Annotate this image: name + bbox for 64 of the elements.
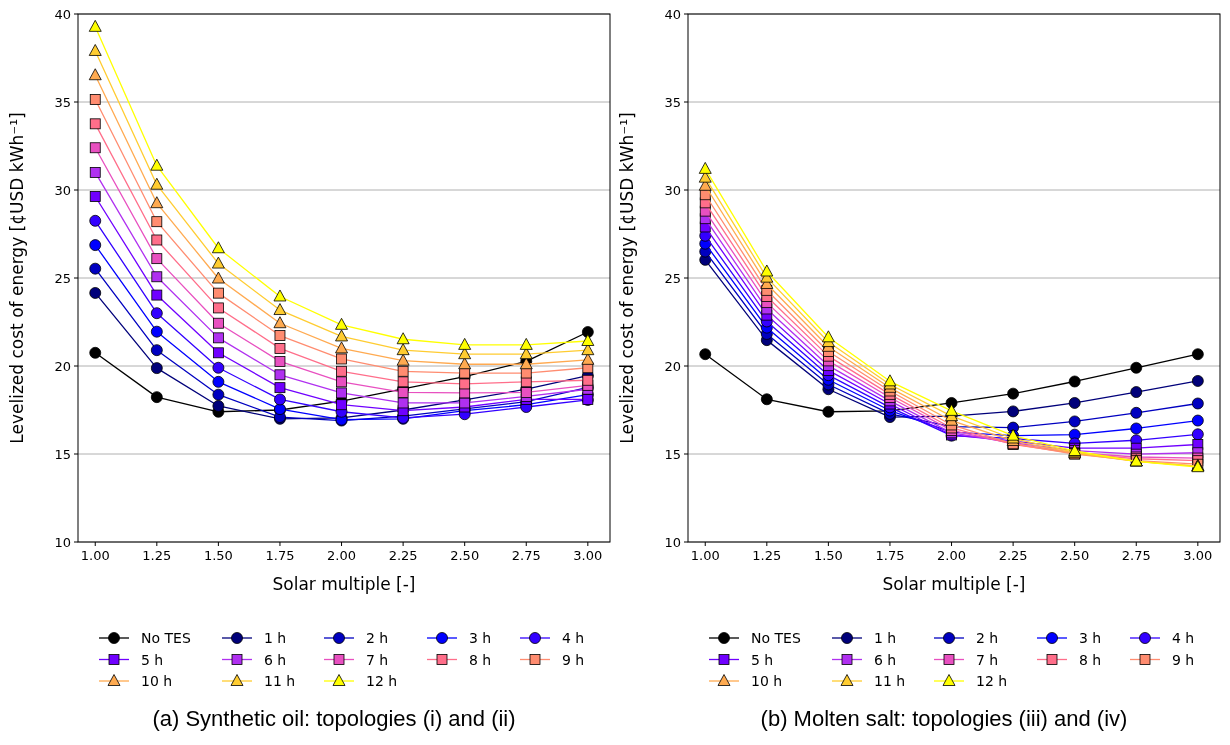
x-tick-label: 1.75 — [875, 548, 905, 563]
legend-label: 12 h — [976, 673, 1008, 689]
legend-label: 4 h — [1172, 630, 1195, 646]
y-tick-label: 40 — [664, 6, 681, 22]
y-axis-title: Levelized cost of energy [¢USD kWh⁻¹] — [617, 112, 637, 444]
y-tick-label: 15 — [54, 446, 71, 462]
y-tick-label: 25 — [664, 270, 681, 286]
legend-label: 3 h — [469, 630, 492, 646]
x-tick-label: 2.00 — [937, 548, 967, 563]
y-tick-label: 15 — [664, 446, 681, 462]
legend-label: 10 h — [751, 673, 783, 689]
legend-label: 3 h — [1079, 630, 1102, 646]
legend-label: 4 h — [562, 630, 585, 646]
x-tick-label: 3.00 — [573, 548, 603, 563]
legend-label: 2 h — [976, 630, 999, 646]
legend-label: 5 h — [141, 651, 164, 668]
x-tick-label: 2.50 — [450, 548, 480, 563]
legend-label: 11 h — [874, 673, 906, 689]
x-tick-label: 1.50 — [813, 548, 843, 563]
legend-label: 8 h — [469, 651, 492, 668]
legend-label: No TES — [751, 630, 801, 646]
x-tick-label: 2.25 — [998, 548, 1028, 563]
y-tick-label: 35 — [54, 94, 71, 110]
y-tick-label: 20 — [54, 358, 71, 374]
legend-label: 9 h — [562, 651, 585, 668]
x-tick-label: 2.25 — [388, 548, 418, 563]
legend-label: 5 h — [751, 651, 774, 668]
legend-label: 7 h — [976, 651, 999, 668]
x-tick-label: 1.50 — [203, 548, 233, 563]
legend-label: 6 h — [264, 651, 287, 668]
y-tick-label: 30 — [54, 182, 71, 198]
legend-label: 1 h — [874, 630, 897, 646]
legend-label: 2 h — [366, 630, 389, 646]
x-tick-label: 2.50 — [1060, 548, 1090, 563]
y-tick-label: 25 — [54, 270, 71, 286]
y-tick-label: 35 — [664, 94, 681, 110]
legend-label: 6 h — [874, 651, 897, 668]
x-tick-label: 3.00 — [1183, 548, 1213, 563]
x-tick-label: 2.75 — [511, 548, 541, 563]
x-tick-label: 1.00 — [80, 548, 110, 563]
x-axis-title: Solar multiple [-] — [882, 574, 1026, 594]
text: (a) Synthetic oil: topologies (i) and (ii) — [152, 706, 516, 731]
y-tick-label: 20 — [664, 358, 681, 374]
x-tick-label: 1.25 — [142, 548, 172, 563]
y-tick-label: 40 — [54, 6, 71, 22]
y-tick-label: 30 — [664, 182, 681, 198]
x-tick-label: 1.75 — [265, 548, 295, 563]
x-tick-label: 1.25 — [752, 548, 782, 563]
x-tick-label: 2.00 — [327, 548, 357, 563]
y-tick-label: 10 — [664, 534, 681, 550]
legend-label: 1 h — [264, 630, 287, 646]
legend-label: 9 h — [1172, 651, 1195, 668]
y-tick-label: 10 — [54, 534, 71, 550]
x-tick-label: 1.00 — [690, 548, 720, 563]
y-axis-title: Levelized cost of energy [¢USD kWh⁻¹] — [7, 112, 27, 444]
legend-label: 8 h — [1079, 651, 1102, 668]
legend-label: 7 h — [366, 651, 389, 668]
x-axis-title: Solar multiple [-] — [272, 574, 416, 594]
legend-label: 11 h — [264, 673, 296, 689]
legend-label: 12 h — [366, 673, 398, 689]
text: (b) Molten salt: topologies (iii) and (iv) — [760, 706, 1128, 731]
legend-label: 10 h — [141, 673, 173, 689]
legend-label: No TES — [141, 630, 191, 646]
x-tick-label: 2.75 — [1121, 548, 1151, 563]
